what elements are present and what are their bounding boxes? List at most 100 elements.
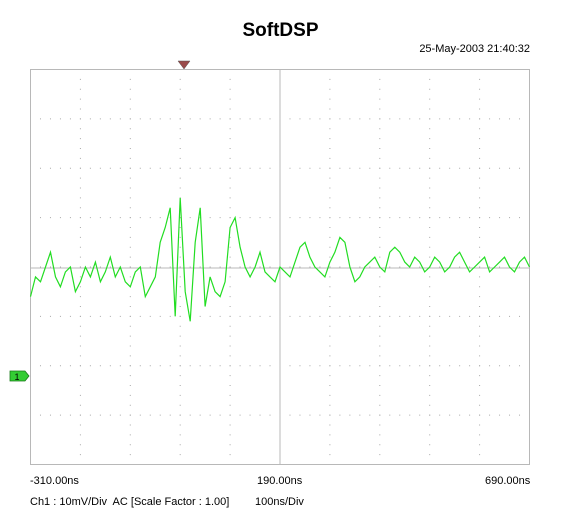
grid-dot (439, 217, 441, 219)
grid-dot (379, 227, 381, 228)
grid-dot (109, 266, 111, 268)
grid-dot (429, 246, 431, 248)
grid-dot (379, 138, 381, 140)
grid-dot (329, 454, 331, 456)
grid-dot (229, 88, 231, 90)
grid-dot (489, 414, 491, 416)
channel-1-marker[interactable]: 1 (9, 370, 30, 382)
grid-dot (339, 365, 341, 367)
grid-dot (479, 78, 481, 80)
grid-dot (229, 236, 231, 238)
grid-dot (159, 414, 161, 416)
grid-dot (349, 414, 351, 416)
grid-dot (59, 266, 61, 268)
grid-dot (329, 286, 331, 288)
grid-dot (499, 167, 501, 169)
grid-dot (49, 118, 51, 120)
grid-dot (379, 177, 381, 179)
grid-dot (379, 207, 381, 209)
grid-dot (179, 256, 181, 258)
grid-dot (419, 118, 421, 120)
grid-dot (379, 335, 381, 337)
grid-dot (249, 167, 251, 169)
grid-dot (459, 365, 461, 367)
grid-dot (179, 78, 181, 80)
grid-dot (129, 394, 131, 396)
grid-dot (429, 98, 431, 100)
grid-dot (129, 424, 131, 426)
grid-dot (179, 118, 181, 120)
grid-dot (429, 404, 431, 406)
grid-dot (429, 108, 431, 110)
grid-dot (479, 246, 481, 248)
grid-dot (179, 187, 181, 189)
grid-dot (479, 177, 481, 179)
grid-dot (379, 394, 381, 396)
grid-dot (379, 108, 381, 110)
grid-dot (329, 375, 331, 377)
grid-dot (209, 217, 211, 219)
grid-dot (479, 385, 481, 386)
grid-dot (129, 167, 131, 169)
grid-dot (179, 414, 181, 416)
grid-dot (379, 118, 381, 120)
grid-dot (229, 118, 231, 120)
grid-dot (509, 365, 511, 367)
grid-dot (129, 227, 131, 228)
channel-1-marker-icon[interactable] (9, 370, 30, 382)
grid-dot (299, 118, 301, 120)
grid-dot (179, 227, 181, 228)
grid-dot (379, 148, 381, 149)
grid-dot (179, 177, 181, 179)
grid-dot (409, 315, 411, 317)
grid-dot (179, 325, 181, 327)
grid-dot (99, 118, 101, 120)
grid-dot (179, 315, 181, 317)
grid-dot (79, 296, 81, 298)
grid-dot (229, 246, 231, 248)
grid-dot (459, 266, 461, 268)
grid-dot (429, 434, 431, 436)
grid-dot (199, 315, 201, 317)
grid-dot (479, 256, 481, 258)
grid-dot (369, 414, 371, 416)
window-title: SoftDSP (242, 20, 319, 41)
grid-dot (429, 454, 431, 456)
grid-dot (189, 118, 191, 120)
grid-dot (159, 365, 161, 367)
grid-dot (179, 434, 181, 436)
trigger-marker-icon[interactable] (177, 60, 191, 70)
grid-dot (329, 157, 331, 159)
grid-dot (339, 167, 341, 169)
grid-dot (489, 365, 491, 367)
grid-dot (79, 414, 81, 416)
grid-dot (229, 128, 231, 130)
grid-dot (79, 177, 81, 179)
grid-dot (229, 167, 231, 169)
grid-dot (269, 315, 271, 317)
grid-dot (179, 276, 181, 278)
grid-dot (449, 217, 451, 219)
grid-dot (249, 315, 251, 317)
grid-dot (389, 315, 391, 317)
grid-dot (139, 118, 141, 120)
grid-dot (199, 365, 201, 367)
grid-dot (319, 365, 321, 367)
grid-dot (309, 315, 311, 317)
grid-dot (249, 365, 251, 367)
grid-dot (219, 266, 221, 268)
grid-dot (239, 315, 241, 317)
grid-dot (239, 167, 241, 169)
grid-dot (449, 167, 451, 169)
grid-dot (79, 434, 81, 436)
grid-dot (189, 266, 191, 268)
grid-dot (59, 217, 61, 219)
grid-dot (429, 197, 431, 199)
grid-dot (479, 227, 481, 228)
grid-dot (379, 454, 381, 456)
grid-dot (349, 217, 351, 219)
grid-dot (169, 167, 171, 169)
grid-dot (69, 217, 71, 219)
grid-dot (229, 286, 231, 288)
grid-dot (309, 118, 311, 120)
